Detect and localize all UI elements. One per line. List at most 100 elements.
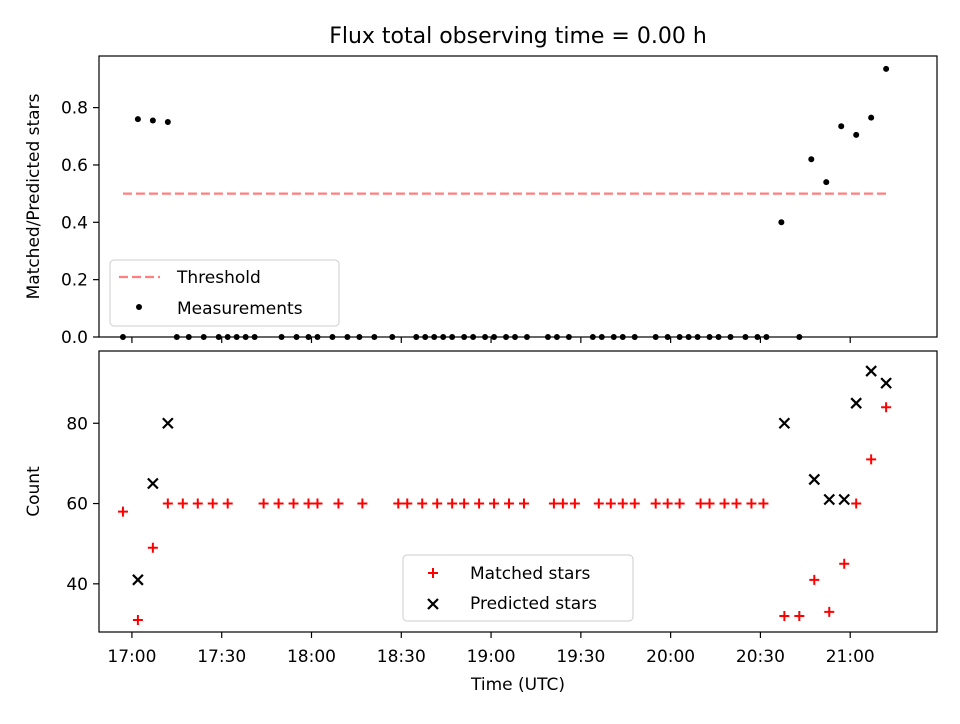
matched-point — [489, 498, 500, 509]
legend-predicted-swatch — [427, 598, 439, 610]
measurement-point — [305, 334, 312, 340]
matched-point — [851, 498, 862, 509]
matched-point — [333, 498, 344, 509]
matched-point — [177, 498, 188, 509]
matched-point — [593, 498, 604, 509]
matched-point — [504, 498, 515, 509]
measurement-point — [694, 334, 701, 340]
x-tick-label: 17:00 — [107, 647, 156, 667]
matched-point — [881, 402, 892, 413]
measurement-point — [598, 334, 605, 340]
matched-point — [548, 498, 559, 509]
measurement-point — [763, 334, 770, 340]
series-scatter — [119, 65, 890, 340]
matched-point — [303, 498, 314, 509]
measurement-point — [631, 334, 638, 340]
y-tick-label: 40 — [66, 575, 88, 595]
plot-frame — [98, 350, 938, 633]
measurement-point — [461, 334, 468, 340]
matched-point — [824, 606, 835, 617]
matched-point — [569, 498, 580, 509]
measurement-point — [610, 334, 617, 340]
measurement-point — [134, 116, 141, 123]
y-tick-label: 0.6 — [61, 156, 88, 176]
matched-point — [779, 610, 790, 621]
x-axis-label: Time (UTC) — [470, 675, 565, 695]
legend-top: Threshold Measurements — [109, 259, 340, 327]
measurement-point — [715, 334, 722, 340]
measurement-point — [293, 334, 300, 340]
measurement-point — [449, 334, 456, 340]
predicted-point — [132, 574, 144, 586]
matched-point — [117, 506, 128, 517]
matched-point — [459, 498, 470, 509]
measurement-point — [149, 117, 156, 124]
measurement-point — [119, 334, 126, 340]
x-tick-label: 21:00 — [826, 647, 875, 667]
matched-point — [794, 610, 805, 621]
measurement-point — [676, 334, 683, 340]
matched-point — [447, 498, 458, 509]
legend-matched-swatch — [428, 568, 438, 578]
measurement-point — [329, 334, 336, 340]
measurement-point — [422, 334, 429, 340]
x-tick-label: 17:30 — [197, 647, 246, 667]
matched-point — [132, 614, 143, 625]
matched-point — [162, 498, 173, 509]
x-tick-label: 18:30 — [377, 647, 426, 667]
measurement-point — [440, 334, 447, 340]
matched-point — [674, 498, 685, 509]
predicted-point — [838, 493, 850, 506]
measurement-point — [838, 123, 845, 130]
matched-point — [809, 574, 820, 585]
measurement-point — [589, 334, 596, 340]
predicted-point — [162, 417, 174, 430]
matched-point — [746, 498, 757, 509]
legend-matched-label: Matched stars — [470, 564, 590, 584]
measurement-point — [619, 334, 626, 340]
measurement-point — [742, 334, 749, 340]
measurement-point — [215, 334, 222, 340]
matched-point — [719, 498, 730, 509]
matched-point — [147, 542, 158, 553]
predicted-point — [865, 365, 877, 377]
matched-point — [617, 498, 628, 509]
measurement-point — [544, 334, 551, 340]
matched-point — [518, 498, 529, 509]
matched-point — [839, 558, 850, 569]
matched-point — [222, 498, 233, 509]
matched-point — [393, 498, 404, 509]
y-tick-label: 80 — [66, 414, 88, 434]
measurement-point — [482, 334, 489, 340]
matched-point — [432, 498, 443, 509]
matched-point — [312, 498, 323, 509]
predicted-point — [850, 397, 862, 409]
x-tick-label: 19:30 — [556, 647, 605, 667]
measurement-point — [652, 334, 659, 340]
measurement-point — [664, 334, 671, 340]
matched-point — [474, 498, 485, 509]
measurement-point — [727, 334, 734, 340]
measurement-point — [251, 334, 258, 340]
matched-point — [288, 498, 299, 509]
measurement-point — [883, 65, 890, 72]
measurement-point — [565, 334, 572, 340]
measurement-point — [431, 334, 438, 340]
measurement-point — [356, 334, 363, 340]
series-x — [132, 365, 892, 586]
measurement-point — [371, 334, 378, 340]
y-axis-label: Count — [24, 466, 44, 517]
measurement-point — [233, 334, 240, 340]
matched-point — [557, 498, 568, 509]
predicted-point — [823, 493, 836, 506]
legend-measurement-swatch — [136, 304, 142, 310]
predicted-point — [778, 417, 791, 430]
x-tick-label: 20:30 — [736, 647, 785, 667]
measurement-point — [413, 334, 420, 340]
predicted-point — [147, 477, 159, 490]
legend-bottom: Matched stars Predicted stars — [402, 554, 634, 622]
measurement-point — [706, 334, 713, 340]
y-tick-label: 0.4 — [61, 213, 88, 233]
matched-point — [417, 498, 428, 509]
